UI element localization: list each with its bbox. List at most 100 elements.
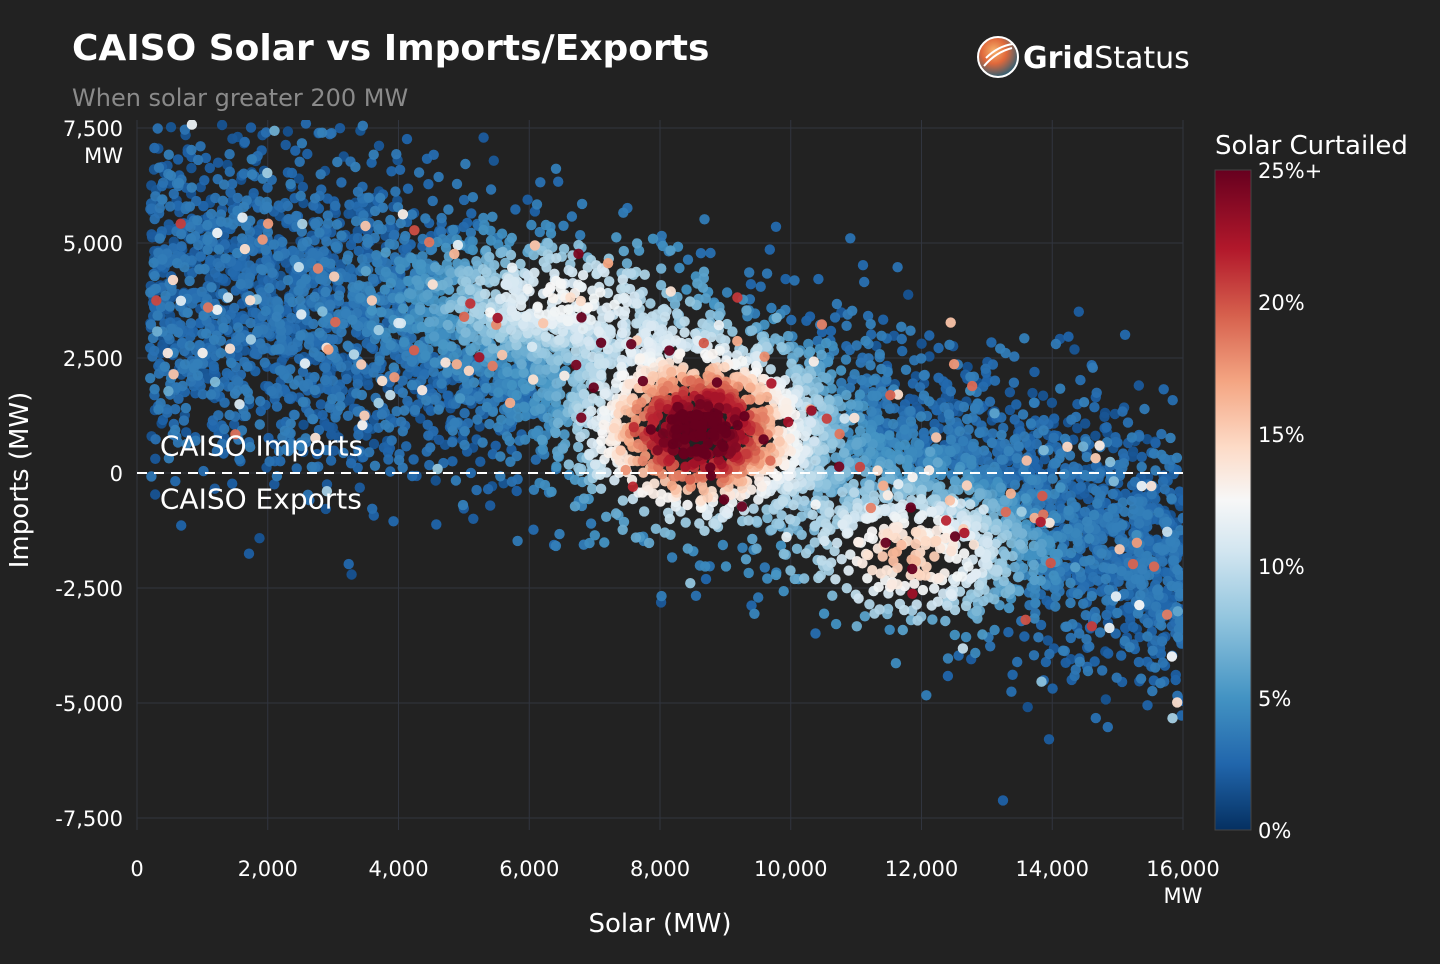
data-point (1012, 657, 1022, 667)
data-point (216, 217, 226, 227)
logo-brand-light-text: Status (1094, 41, 1190, 76)
data-point (174, 178, 184, 188)
data-point (395, 293, 405, 303)
data-point (705, 310, 715, 320)
data-point (430, 357, 440, 367)
data-point (971, 606, 981, 616)
data-point (546, 487, 556, 497)
data-point (237, 233, 247, 243)
data-point (206, 389, 216, 399)
data-point (991, 525, 1001, 535)
data-point (1000, 549, 1010, 559)
data-point (399, 337, 409, 347)
data-point (154, 163, 164, 173)
data-point (845, 233, 855, 243)
data-point (226, 358, 236, 368)
data-point (813, 274, 823, 284)
data-point (765, 244, 775, 254)
data-point (996, 482, 1006, 492)
data-point (618, 208, 628, 218)
data-point (1004, 446, 1014, 456)
data-point (149, 258, 159, 268)
data-point (332, 157, 342, 167)
data-point (1018, 409, 1028, 419)
data-point (285, 179, 295, 189)
data-point (916, 411, 926, 421)
data-point (1117, 406, 1127, 416)
data-point (203, 245, 213, 255)
data-point (374, 141, 384, 151)
data-point (209, 361, 219, 371)
data-point (570, 501, 580, 511)
data-point (317, 128, 327, 138)
data-point (1027, 475, 1037, 485)
data-point (933, 373, 943, 383)
data-point (1097, 665, 1107, 675)
data-point (307, 462, 317, 472)
data-point (247, 154, 257, 164)
data-point (896, 322, 906, 332)
data-point (988, 498, 998, 508)
data-point (535, 177, 545, 187)
data-point (274, 200, 284, 210)
data-point (380, 420, 390, 430)
data-point (810, 520, 820, 530)
data-point (335, 401, 345, 411)
data-point (206, 209, 216, 219)
data-point (1112, 522, 1122, 532)
data-point (611, 508, 621, 518)
data-point (974, 427, 984, 437)
data-point (309, 347, 319, 357)
data-point (851, 440, 861, 450)
data-point (1123, 417, 1133, 427)
data-point (965, 372, 975, 382)
data-point (691, 591, 701, 601)
data-point (385, 466, 395, 476)
data-point (396, 417, 406, 427)
data-point (205, 163, 215, 173)
data-point (546, 228, 556, 238)
data-point (841, 390, 851, 400)
data-point (599, 537, 609, 547)
data-point (1080, 507, 1090, 517)
data-point (970, 648, 980, 658)
data-point (959, 402, 969, 412)
data-point (1120, 330, 1130, 340)
data-point (632, 238, 642, 248)
data-point (475, 457, 485, 467)
data-point (1019, 333, 1029, 343)
data-point (186, 234, 196, 244)
data-point (192, 359, 202, 369)
data-point (1015, 539, 1025, 549)
data-point (425, 442, 435, 452)
data-point (176, 229, 186, 239)
data-point (256, 264, 266, 274)
data-point (1109, 476, 1119, 486)
data-point (385, 215, 395, 225)
data-point (564, 459, 574, 469)
data-point (446, 341, 456, 351)
data-point (946, 435, 956, 445)
data-point (242, 362, 252, 372)
data-point (1131, 574, 1141, 584)
data-point (699, 267, 709, 277)
data-point (741, 305, 751, 315)
data-point (1155, 678, 1165, 688)
data-point (224, 149, 234, 159)
data-point (351, 216, 361, 226)
data-point (358, 121, 368, 131)
data-point (932, 483, 942, 493)
data-point (832, 299, 842, 309)
data-point (810, 455, 820, 465)
data-point (513, 412, 523, 422)
data-point (1047, 398, 1057, 408)
data-point (195, 141, 205, 151)
data-point (898, 625, 908, 635)
data-point (220, 253, 230, 263)
data-point (990, 376, 1000, 386)
data-point (447, 437, 457, 447)
data-point (286, 313, 296, 323)
data-point (1135, 590, 1145, 600)
data-point (363, 380, 373, 390)
data-point (1172, 453, 1182, 463)
